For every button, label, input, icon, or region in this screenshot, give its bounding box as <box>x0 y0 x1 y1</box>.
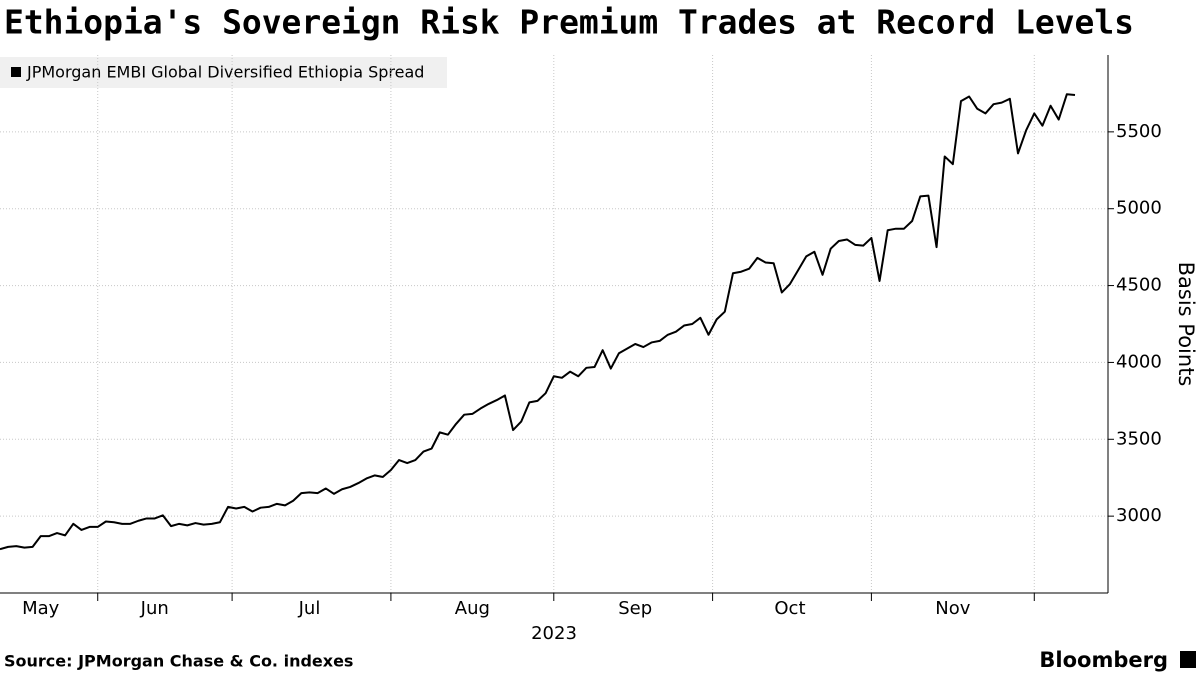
x-tick-label: Sep <box>618 598 652 619</box>
y-axis-label: Basis Points <box>1174 262 1198 387</box>
y-tick-label: 4500 <box>1116 275 1162 296</box>
brand: Bloomberg <box>1039 648 1168 672</box>
y-tick-label: 5000 <box>1116 198 1162 219</box>
legend-box <box>0 57 447 88</box>
y-tick-label: 4000 <box>1116 351 1162 372</box>
legend-label: JPMorgan EMBI Global Diversified Ethiopi… <box>26 63 424 82</box>
x-axis-label: 2023 <box>531 623 577 644</box>
brand-icon <box>1180 651 1196 668</box>
legend-swatch <box>11 67 21 77</box>
x-tick-label: Jul <box>298 598 321 619</box>
y-tick-label: 5500 <box>1116 121 1162 142</box>
x-tick-label: Oct <box>774 598 805 619</box>
chart-title: Ethiopia's Sovereign Risk Premium Trades… <box>4 3 1134 42</box>
x-tick-label: Jun <box>140 598 169 619</box>
x-tick-label: May <box>22 598 60 619</box>
y-tick-label: 3500 <box>1116 428 1162 449</box>
series-line <box>0 93 1076 551</box>
x-tick-label: Nov <box>935 598 970 619</box>
y-tick-label: 3000 <box>1116 505 1162 526</box>
source: Source: JPMorgan Chase & Co. indexes <box>4 652 353 671</box>
x-tick-label: Aug <box>455 598 490 619</box>
